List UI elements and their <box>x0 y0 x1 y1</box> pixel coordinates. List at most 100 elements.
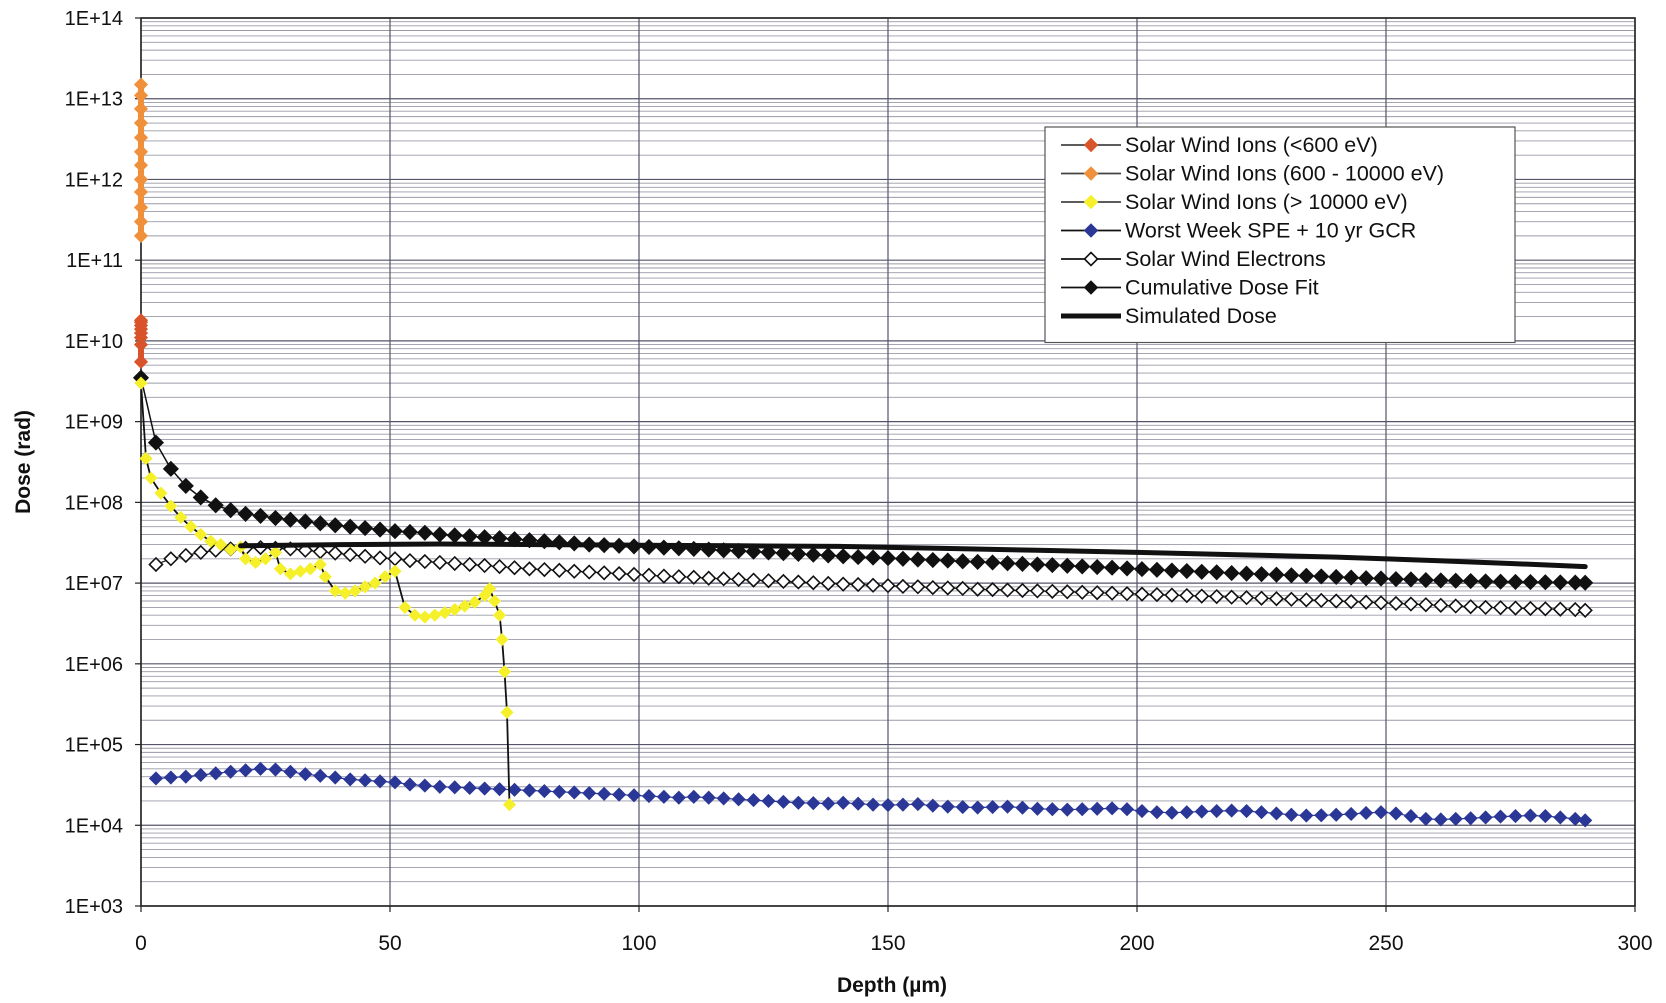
data-point <box>1209 588 1225 605</box>
data-point <box>184 520 198 534</box>
data-point <box>368 576 382 590</box>
data-point <box>1044 557 1061 574</box>
data-point <box>313 557 327 572</box>
data-point <box>237 505 254 522</box>
y-tick-label: 1E+03 <box>65 896 123 918</box>
data-point <box>358 580 372 594</box>
data-point <box>1299 808 1314 823</box>
data-point <box>238 763 253 778</box>
y-tick-label: 1E+13 <box>65 89 123 111</box>
data-point <box>1223 589 1240 605</box>
data-point <box>879 550 897 567</box>
data-point <box>408 608 422 622</box>
data-point <box>268 545 283 559</box>
data-point <box>1090 801 1105 816</box>
data-point <box>1283 567 1300 584</box>
data-point <box>163 770 178 785</box>
y-tick-label: 1E+06 <box>65 654 123 676</box>
data-point <box>745 572 762 588</box>
data-point <box>955 800 970 815</box>
legend-marker <box>1083 137 1099 153</box>
data-point <box>821 796 836 811</box>
data-point <box>536 561 553 578</box>
data-point <box>1179 805 1194 820</box>
data-point <box>133 130 149 145</box>
data-point <box>134 376 148 390</box>
data-point <box>686 569 702 585</box>
data-point <box>298 767 313 782</box>
data-point <box>552 784 567 799</box>
y-axis-tick-labels: 1E+03 1E+04 1E+05 1E+06 1E+07 1E+08 1E+09 1E+10… <box>65 8 141 918</box>
data-point <box>1238 565 1255 582</box>
data-point <box>267 509 284 527</box>
data-point <box>1418 597 1434 613</box>
data-point <box>1060 802 1075 817</box>
data-point <box>805 575 821 591</box>
data-point <box>730 571 747 588</box>
data-point <box>1015 800 1030 815</box>
y-tick-label: 1E+09 <box>65 412 123 434</box>
data-point <box>194 527 208 542</box>
data-point <box>521 561 538 577</box>
data-point <box>312 515 329 532</box>
series-line <box>238 541 1588 570</box>
data-point <box>357 520 374 537</box>
data-point <box>835 548 852 565</box>
data-point <box>806 796 821 811</box>
data-point <box>1537 574 1554 591</box>
data-point <box>984 554 1001 571</box>
data-point <box>1314 808 1329 823</box>
data-point <box>1568 811 1583 826</box>
data-point <box>402 777 417 792</box>
legend-label: Solar Wind Ions (600 - 10000 eV) <box>1125 162 1444 186</box>
data-point <box>865 577 881 593</box>
legend: Solar Wind Ions (<600 eV) Solar Wind Ions… <box>1044 126 1516 344</box>
data-point <box>1417 572 1434 589</box>
data-point <box>999 582 1016 598</box>
data-point <box>177 477 194 494</box>
series-simulated-dose <box>238 541 1588 570</box>
data-point <box>760 544 777 561</box>
data-point <box>805 546 822 563</box>
data-point <box>671 790 686 805</box>
data-point <box>1447 572 1464 589</box>
x-tick-label: 150 <box>870 932 905 955</box>
data-point <box>1239 803 1254 819</box>
data-point <box>1268 591 1285 607</box>
data-point <box>342 547 358 563</box>
data-point <box>641 789 657 804</box>
data-point <box>273 562 288 576</box>
data-point <box>850 549 867 566</box>
data-point <box>372 774 388 789</box>
data-point <box>1283 591 1300 607</box>
series-solar-wind-ions-600-10000-ev <box>133 77 149 243</box>
data-point <box>148 556 164 573</box>
data-point <box>1059 557 1076 574</box>
data-point <box>1209 803 1224 819</box>
data-point <box>1104 559 1121 576</box>
data-point <box>716 791 731 806</box>
x-axis-label: Depth (µm) <box>837 974 947 997</box>
data-point <box>497 665 512 679</box>
data-point <box>401 523 418 541</box>
data-point <box>174 510 188 525</box>
series-group <box>132 77 1594 828</box>
data-point <box>458 599 472 613</box>
data-point <box>1373 805 1389 820</box>
data-point <box>1372 570 1390 587</box>
series-solar-wind-ions-600-ev <box>133 313 149 369</box>
x-tick-label: 50 <box>378 932 401 955</box>
data-point <box>1329 807 1344 822</box>
data-point <box>133 101 149 116</box>
data-point <box>1313 568 1330 585</box>
data-point <box>253 761 268 776</box>
data-point <box>894 550 912 567</box>
y-tick-label: 1E+08 <box>65 492 123 514</box>
data-point <box>1358 570 1375 587</box>
data-point <box>1149 586 1165 603</box>
data-point <box>984 581 1001 598</box>
data-point <box>1328 568 1345 586</box>
data-point <box>1269 806 1284 821</box>
data-point <box>432 779 447 794</box>
data-point <box>1149 805 1164 820</box>
